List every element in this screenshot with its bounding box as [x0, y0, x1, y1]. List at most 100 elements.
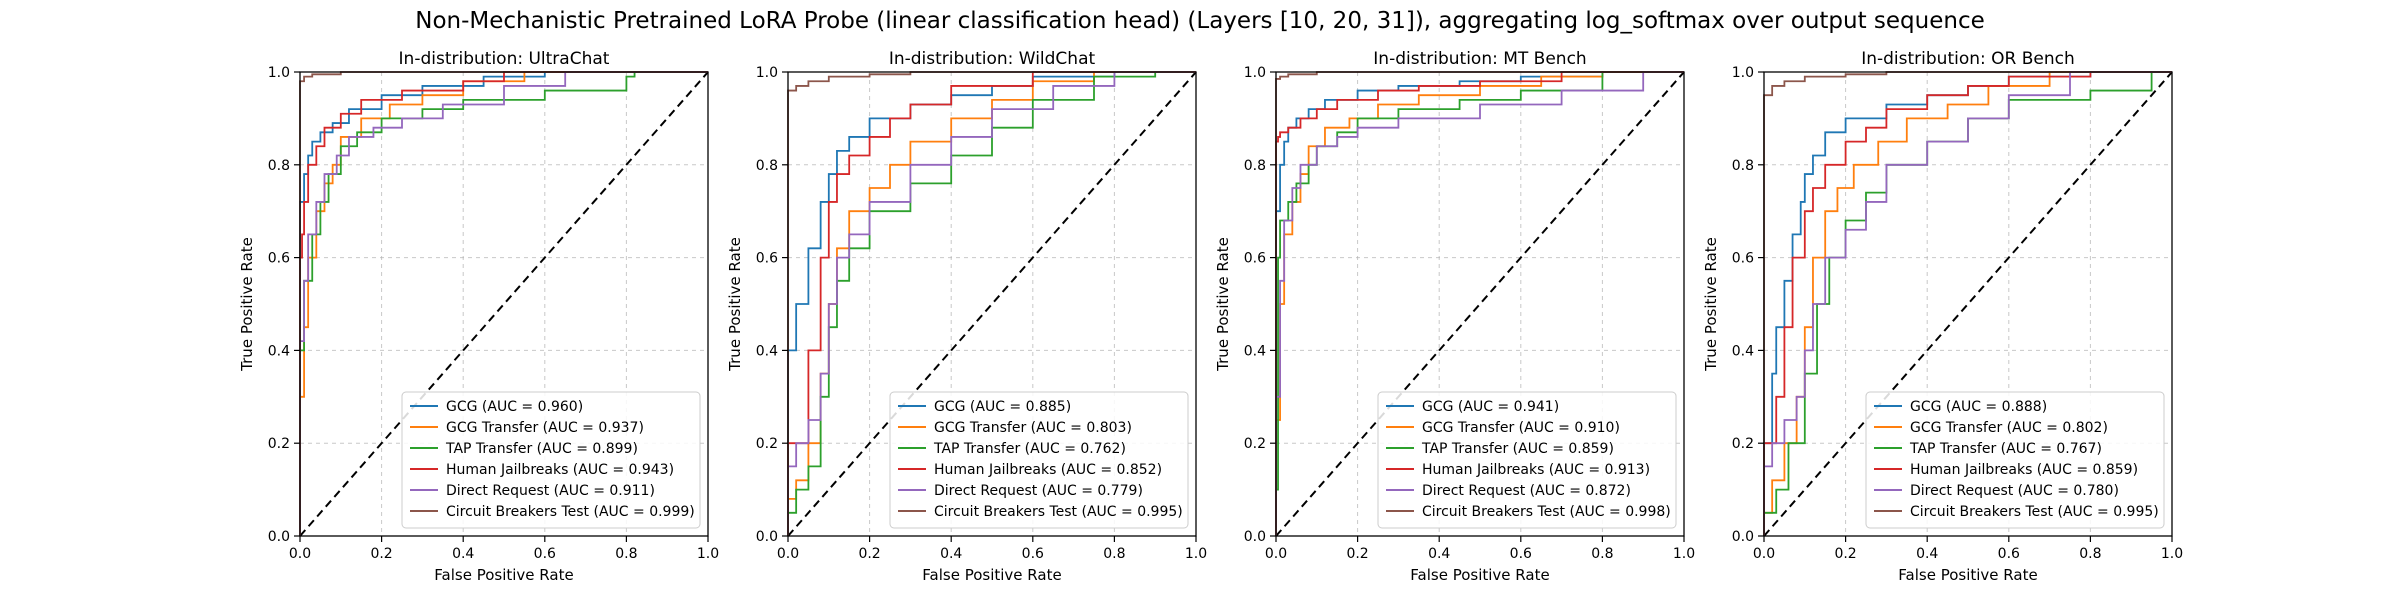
y-tick-label: 1.0 — [1244, 65, 1266, 81]
legend-entry-gcg-transfer: GCG Transfer (AUC = 0.910) — [1422, 420, 1620, 436]
axes-frame — [299, 71, 709, 537]
x-axis-label: False Positive Rate — [922, 566, 1061, 584]
y-axis-label: True Positive Rate — [1702, 237, 1720, 372]
legend-box — [1865, 391, 2165, 529]
x-tick-label: 0.0 — [1265, 546, 1287, 562]
legend-entry-tap-transfer: TAP Transfer (AUC = 0.767) — [1909, 441, 2102, 457]
figure-suptitle: Non-Mechanistic Pretrained LoRA Probe (l… — [415, 8, 1985, 34]
roc-curve-gcg-transfer — [1763, 71, 2172, 536]
y-tick-label: 1.0 — [1732, 65, 1754, 81]
legend-entry-gcg: GCG (AUC = 0.960) — [446, 399, 583, 415]
axes-frame — [1763, 71, 2173, 537]
legend-entry-human-jailbreaks: Human Jailbreaks (AUC = 0.852) — [934, 462, 1162, 478]
legend-entry-gcg-transfer: GCG Transfer (AUC = 0.937) — [446, 420, 644, 436]
chance-diagonal-line — [1763, 71, 2173, 537]
legend-box — [889, 391, 1189, 529]
legend: GCG (AUC = 0.885) GCG Transfer (AUC = 0.8… — [889, 391, 1189, 529]
legend-entry-direct-request: Direct Request (AUC = 0.872) — [1422, 483, 1631, 499]
y-tick-label: 0.8 — [1244, 158, 1266, 174]
roc-curve-human-jailbreaks — [1763, 71, 2172, 536]
legend-box — [401, 391, 701, 529]
roc-panel-4: 0.0 0.2 0.4 0.6 0.8 1.0 0.0 0.2 0.4 0.6 0.8 1.0 Fals… — [1702, 49, 2183, 584]
x-tick-label: 0.4 — [1916, 546, 1938, 562]
subplot-title: In-distribution: OR Bench — [1861, 49, 2075, 69]
legend: GCG (AUC = 0.888) GCG Transfer (AUC = 0.8… — [1865, 391, 2165, 529]
roc-curve-circuit-breakers-test — [787, 71, 1196, 536]
legend-entry-gcg-transfer: GCG Transfer (AUC = 0.802) — [1910, 420, 2108, 436]
x-tick-label: 0.4 — [452, 546, 474, 562]
legend-entry-gcg: GCG (AUC = 0.885) — [934, 399, 1071, 415]
y-axis-label: True Positive Rate — [1214, 237, 1232, 372]
axes-frame — [1275, 71, 1685, 537]
roc-panel-2: 0.0 0.2 0.4 0.6 0.8 1.0 0.0 0.2 0.4 0.6 0.8 1.0 Fals… — [726, 49, 1207, 584]
x-tick-label: 0.2 — [1346, 546, 1368, 562]
x-tick-label: 0.2 — [1834, 546, 1856, 562]
roc-curve-direct-request — [1275, 71, 1684, 536]
subplot-title: In-distribution: MT Bench — [1373, 49, 1586, 69]
legend-entry-circuit-breakers-test: Circuit Breakers Test (AUC = 0.995) — [1910, 504, 2159, 520]
x-tick-label: 0.0 — [1753, 546, 1775, 562]
axes-frame — [787, 71, 1197, 537]
x-tick-label: 0.0 — [289, 546, 311, 562]
y-tick-label: 0.2 — [756, 436, 778, 452]
y-tick-label: 0.4 — [1732, 343, 1754, 359]
x-tick-label: 1.0 — [1673, 546, 1695, 562]
legend-entry-direct-request: Direct Request (AUC = 0.911) — [446, 483, 655, 499]
y-tick-label: 0.8 — [268, 158, 290, 174]
roc-panel-1: 0.0 0.2 0.4 0.6 0.8 1.0 0.0 0.2 0.4 0.6 0.8 1.0 Fals… — [238, 49, 719, 584]
subplot-title: In-distribution: UltraChat — [399, 49, 610, 69]
x-tick-label: 1.0 — [1185, 546, 1207, 562]
y-tick-label: 0.0 — [268, 529, 290, 545]
roc-curve-human-jailbreaks — [299, 71, 708, 536]
subplot-title: In-distribution: WildChat — [889, 49, 1096, 69]
x-tick-label: 0.6 — [1022, 546, 1044, 562]
chance-diagonal-line — [787, 71, 1197, 537]
legend-entry-human-jailbreaks: Human Jailbreaks (AUC = 0.913) — [1422, 462, 1650, 478]
legend-entry-gcg-transfer: GCG Transfer (AUC = 0.803) — [934, 420, 1132, 436]
legend-entry-tap-transfer: TAP Transfer (AUC = 0.859) — [1421, 441, 1614, 457]
legend-box — [1377, 391, 1677, 529]
x-axis-label: False Positive Rate — [1898, 566, 2037, 584]
roc-curve-human-jailbreaks — [1275, 71, 1684, 536]
x-tick-label: 0.8 — [2079, 546, 2101, 562]
legend-entry-direct-request: Direct Request (AUC = 0.779) — [934, 483, 1143, 499]
chance-diagonal-line — [299, 71, 709, 537]
roc-curve-direct-request — [1763, 71, 2172, 536]
roc-curve-human-jailbreaks — [787, 71, 1196, 536]
legend-entry-gcg: GCG (AUC = 0.941) — [1422, 399, 1559, 415]
x-tick-label: 0.8 — [1591, 546, 1613, 562]
y-tick-label: 0.2 — [268, 436, 290, 452]
x-tick-label: 1.0 — [697, 546, 719, 562]
x-tick-label: 0.6 — [534, 546, 556, 562]
legend-entry-circuit-breakers-test: Circuit Breakers Test (AUC = 0.995) — [934, 504, 1183, 520]
y-tick-label: 0.0 — [1732, 529, 1754, 545]
y-tick-label: 0.2 — [1732, 436, 1754, 452]
y-tick-label: 0.4 — [268, 343, 290, 359]
legend-entry-human-jailbreaks: Human Jailbreaks (AUC = 0.943) — [446, 462, 674, 478]
y-tick-label: 0.2 — [1244, 436, 1266, 452]
y-tick-label: 1.0 — [756, 65, 778, 81]
y-tick-label: 0.0 — [756, 529, 778, 545]
y-tick-label: 0.6 — [1244, 251, 1266, 267]
y-tick-label: 0.4 — [756, 343, 778, 359]
roc-curve-tap-transfer — [299, 71, 708, 536]
y-tick-label: 0.4 — [1244, 343, 1266, 359]
x-tick-label: 0.0 — [777, 546, 799, 562]
x-tick-label: 0.8 — [615, 546, 637, 562]
roc-curve-circuit-breakers-test — [1763, 71, 2172, 536]
y-tick-label: 0.8 — [756, 158, 778, 174]
roc-curve-direct-request — [299, 71, 708, 536]
legend-entry-tap-transfer: TAP Transfer (AUC = 0.899) — [445, 441, 638, 457]
y-tick-label: 1.0 — [268, 65, 290, 81]
x-tick-label: 0.4 — [940, 546, 962, 562]
legend: GCG (AUC = 0.960) GCG Transfer (AUC = 0.9… — [401, 391, 701, 529]
legend-entry-circuit-breakers-test: Circuit Breakers Test (AUC = 0.999) — [446, 504, 695, 520]
y-axis-label: True Positive Rate — [238, 237, 256, 372]
x-axis-label: False Positive Rate — [1410, 566, 1549, 584]
x-tick-label: 0.6 — [1998, 546, 2020, 562]
legend: GCG (AUC = 0.941) GCG Transfer (AUC = 0.9… — [1377, 391, 1677, 529]
y-tick-label: 0.6 — [756, 251, 778, 267]
x-tick-label: 0.8 — [1103, 546, 1125, 562]
y-tick-label: 0.6 — [268, 251, 290, 267]
